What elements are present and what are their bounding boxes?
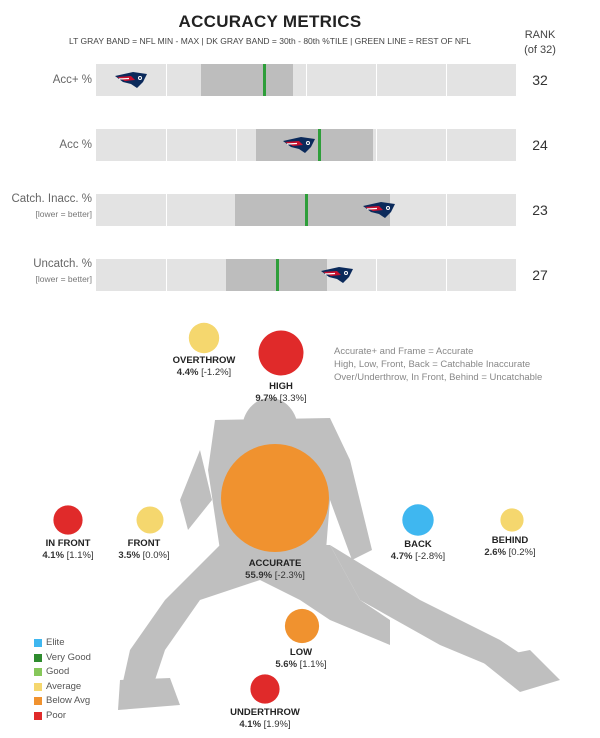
metric-label: Catch. Inacc. % [lower = better] xyxy=(0,192,92,222)
note-line-2: High, Low, Front, Back = Catchable Inacc… xyxy=(334,359,531,370)
legend-label: Below Avg xyxy=(46,695,91,706)
bubble-back xyxy=(402,504,434,536)
bubble-label: ACCURATE xyxy=(249,558,302,569)
metric-rank: 27 xyxy=(532,267,548,283)
grid-line xyxy=(446,64,447,96)
legend-swatch xyxy=(34,682,42,691)
bubble-label: IN FRONT xyxy=(46,538,91,549)
bubble-label: OVERTHROW xyxy=(173,355,236,366)
metric-track xyxy=(96,129,516,161)
bubble-value: 55.9% [-2.3%] xyxy=(245,570,305,581)
bubble-behind xyxy=(500,508,524,532)
legend-item: Below Avg xyxy=(34,694,91,709)
legend-swatch xyxy=(34,668,42,676)
rank-header-line2: (of 32) xyxy=(524,44,556,56)
grid-line xyxy=(166,194,167,226)
metric-label-note: [lower = better] xyxy=(35,274,92,284)
metric-track xyxy=(96,259,516,291)
metric-label: Uncatch. % [lower = better] xyxy=(0,257,92,287)
legend-label: Average xyxy=(46,680,82,692)
bubble-overthrow xyxy=(188,322,220,354)
bubble-label: BACK xyxy=(404,539,432,550)
legend-label: Good xyxy=(46,666,70,677)
grid-line xyxy=(446,259,447,291)
grid-line xyxy=(236,129,237,161)
bubble-underthrow xyxy=(250,674,280,704)
accuracy-note: Accurate+ and Frame = Accurate High, Low… xyxy=(334,345,542,384)
team-logo-icon xyxy=(114,72,147,88)
bubble-value: 4.1% [1.9%] xyxy=(239,719,290,730)
grid-line xyxy=(446,194,447,226)
percentile-band xyxy=(234,194,390,226)
bubble-value: 4.1% [1.1%] xyxy=(42,550,93,561)
metric-label-text: Catch. Inacc. % xyxy=(11,193,92,205)
percentile-band xyxy=(201,64,294,96)
metric-label-text: Acc % xyxy=(59,139,92,151)
bubble-label: LOW xyxy=(290,647,312,658)
metric-label-note: [lower = better] xyxy=(35,209,92,219)
metric-rank: 32 xyxy=(532,72,548,88)
page-title: ACCURACY METRICS xyxy=(178,12,362,31)
team-logo-icon xyxy=(282,137,315,153)
bubble-in-front xyxy=(53,505,83,535)
rank-header: RANK (of 32) xyxy=(520,28,560,58)
metric-label-text: Acc+ % xyxy=(52,74,92,86)
legend-label: Poor xyxy=(46,709,67,721)
legend-swatch xyxy=(34,639,42,647)
grid-line xyxy=(376,259,377,291)
team-logo-icon xyxy=(362,202,395,218)
rest-of-nfl-line xyxy=(275,259,279,291)
grid-line xyxy=(446,129,447,161)
bubble-label: UNDERTHROW xyxy=(230,707,300,718)
grid-line xyxy=(166,259,167,291)
metric-rank: 24 xyxy=(532,137,548,153)
bubble-value: 5.6% [1.1%] xyxy=(275,659,326,670)
rank-header-line1: RANK xyxy=(524,29,556,41)
bubble-value: 2.6% [0.2%] xyxy=(484,547,535,558)
legend-item: Poor xyxy=(34,709,91,724)
metric-label: Acc % xyxy=(0,138,92,153)
legend-swatch xyxy=(34,697,42,705)
legend: Elite Very Good Good Average Below Avg Poor xyxy=(34,636,91,723)
bubble-low xyxy=(284,608,320,644)
team-logo-icon xyxy=(320,267,353,283)
grid-line xyxy=(376,129,377,161)
note-line-1: Accurate+ and Frame = Accurate xyxy=(334,346,474,357)
grid-line xyxy=(306,64,307,96)
note-line-3: Over/Underthrow, In Front, Behind = Unca… xyxy=(334,372,543,383)
legend-swatch xyxy=(34,711,42,720)
legend-label: Elite xyxy=(46,637,65,648)
bubble-value: 9.7% [3.3%] xyxy=(255,393,306,404)
legend-label: Very Good xyxy=(46,651,91,663)
bubble-label: HIGH xyxy=(269,381,293,392)
bubble-value: 3.5% [0.0%] xyxy=(118,550,169,561)
rest-of-nfl-line xyxy=(317,129,321,161)
bubble-label: FRONT xyxy=(128,538,161,549)
metric-label: Acc+ % xyxy=(0,73,92,88)
legend-item: Good xyxy=(34,665,91,680)
legend-item: Very Good xyxy=(34,651,91,666)
bubble-front xyxy=(136,506,164,534)
grid-line xyxy=(166,129,167,161)
metric-track xyxy=(96,64,516,96)
metric-label-text: Uncatch. % xyxy=(33,258,92,270)
rest-of-nfl-line xyxy=(263,64,266,96)
bubble-value: 4.7% [-2.8%] xyxy=(391,551,445,562)
grid-line xyxy=(166,64,167,96)
metric-track xyxy=(96,194,516,226)
bubble-high xyxy=(258,330,304,376)
legend-swatch xyxy=(34,653,42,662)
legend-item: Average xyxy=(34,680,91,695)
percentile-band xyxy=(255,129,374,161)
legend-item: Elite xyxy=(34,636,91,651)
bubble-value: 4.4% [-1.2%] xyxy=(177,367,231,378)
bubble-accurate xyxy=(221,444,329,552)
grid-line xyxy=(376,64,377,96)
page-subtitle: LT GRAY BAND = NFL MIN - MAX | DK GRAY B… xyxy=(69,36,471,46)
rest-of-nfl-line xyxy=(305,194,308,226)
bubble-label: BEHIND xyxy=(492,535,529,546)
metric-rank: 23 xyxy=(532,202,548,218)
